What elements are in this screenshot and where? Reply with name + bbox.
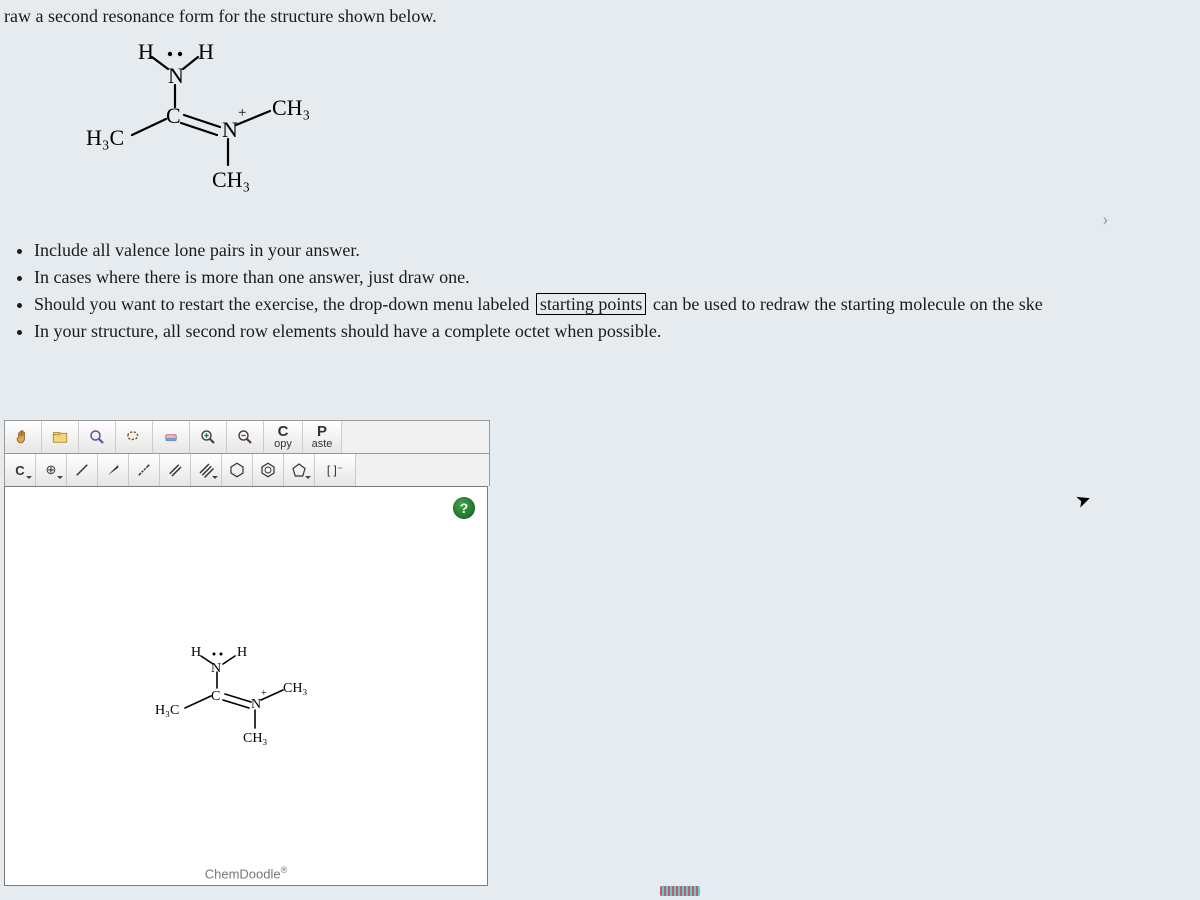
chevron-icon: › [1102, 208, 1109, 231]
svg-text:N: N [251, 697, 261, 712]
single-bond-button[interactable] [67, 454, 98, 486]
copy-button[interactable]: Copy [264, 421, 303, 453]
label-H-right: H [198, 39, 214, 64]
label-N-top: N [168, 63, 184, 88]
paste-button[interactable]: Paste [303, 421, 342, 453]
sketcher-canvas[interactable]: ? H H N [4, 486, 488, 886]
lasso-button[interactable] [116, 421, 153, 453]
wedge-up-button[interactable] [98, 454, 129, 486]
chemdoodle-brand: ChemDoodle® [205, 865, 288, 881]
label-H3C-left: H₃C [86, 125, 124, 150]
bullet-2: In cases where there is more than one an… [34, 264, 1192, 291]
ring6-button[interactable] [222, 454, 253, 486]
bullet-1: Include all valence lone pairs in your a… [34, 237, 1192, 264]
svg-text:CH₃: CH₃ [243, 731, 267, 746]
svg-text:C: C [211, 689, 220, 704]
starting-points-label: starting points [536, 293, 647, 315]
zoom-in-button[interactable] [190, 421, 227, 453]
erase-button[interactable] [153, 421, 190, 453]
svg-text:H: H [237, 645, 247, 660]
open-button[interactable] [42, 421, 79, 453]
canvas-molecule[interactable]: H H N C N + H₃C CH₃ CH₃ [155, 642, 325, 767]
element-button[interactable]: C [5, 454, 36, 486]
hand-tool[interactable] [5, 421, 42, 453]
find-button[interactable] [79, 421, 116, 453]
wedge-down-button[interactable] [129, 454, 160, 486]
triple-bond-button[interactable] [191, 454, 222, 486]
toolbar-row-2: C ⊕ [ ]⁻ [4, 453, 490, 486]
label-N-plus: N [222, 117, 238, 142]
sketcher-widget: Copy Paste C ⊕ [ ]⁻ ? [4, 420, 490, 886]
svg-text:+: + [261, 688, 267, 699]
toolbar-row-1: Copy Paste [4, 420, 490, 453]
label-CH3-bottom: CH₃ [212, 167, 250, 192]
zoom-out-button[interactable] [227, 421, 264, 453]
svg-text:CH₃: CH₃ [283, 681, 307, 696]
label-CH3-right: CH₃ [272, 95, 310, 120]
instruction-list: Include all valence lone pairs in your a… [0, 237, 1192, 345]
svg-text:N: N [211, 661, 221, 676]
cursor-icon: ➤ [1073, 488, 1094, 513]
question-prompt: raw a second resonance form for the stru… [4, 6, 1192, 27]
svg-text:H₃C: H₃C [155, 703, 179, 718]
bullet-4: In your structure, all second row elemen… [34, 318, 1192, 345]
help-icon[interactable]: ? [453, 497, 475, 519]
reference-structure: H H N [80, 37, 1192, 207]
ring5-button[interactable] [284, 454, 315, 486]
bullet-3: Should you want to restart the exercise,… [34, 291, 1192, 318]
label-H-left: H [138, 39, 154, 64]
screen-artifact [660, 886, 700, 896]
charge-button[interactable]: ⊕ [36, 454, 67, 486]
label-C: C [166, 103, 181, 128]
svg-text:H: H [191, 645, 201, 660]
label-plus: + [238, 105, 246, 121]
benzene-button[interactable] [253, 454, 284, 486]
bracket-button[interactable]: [ ]⁻ [315, 454, 356, 486]
double-bond-button[interactable] [160, 454, 191, 486]
